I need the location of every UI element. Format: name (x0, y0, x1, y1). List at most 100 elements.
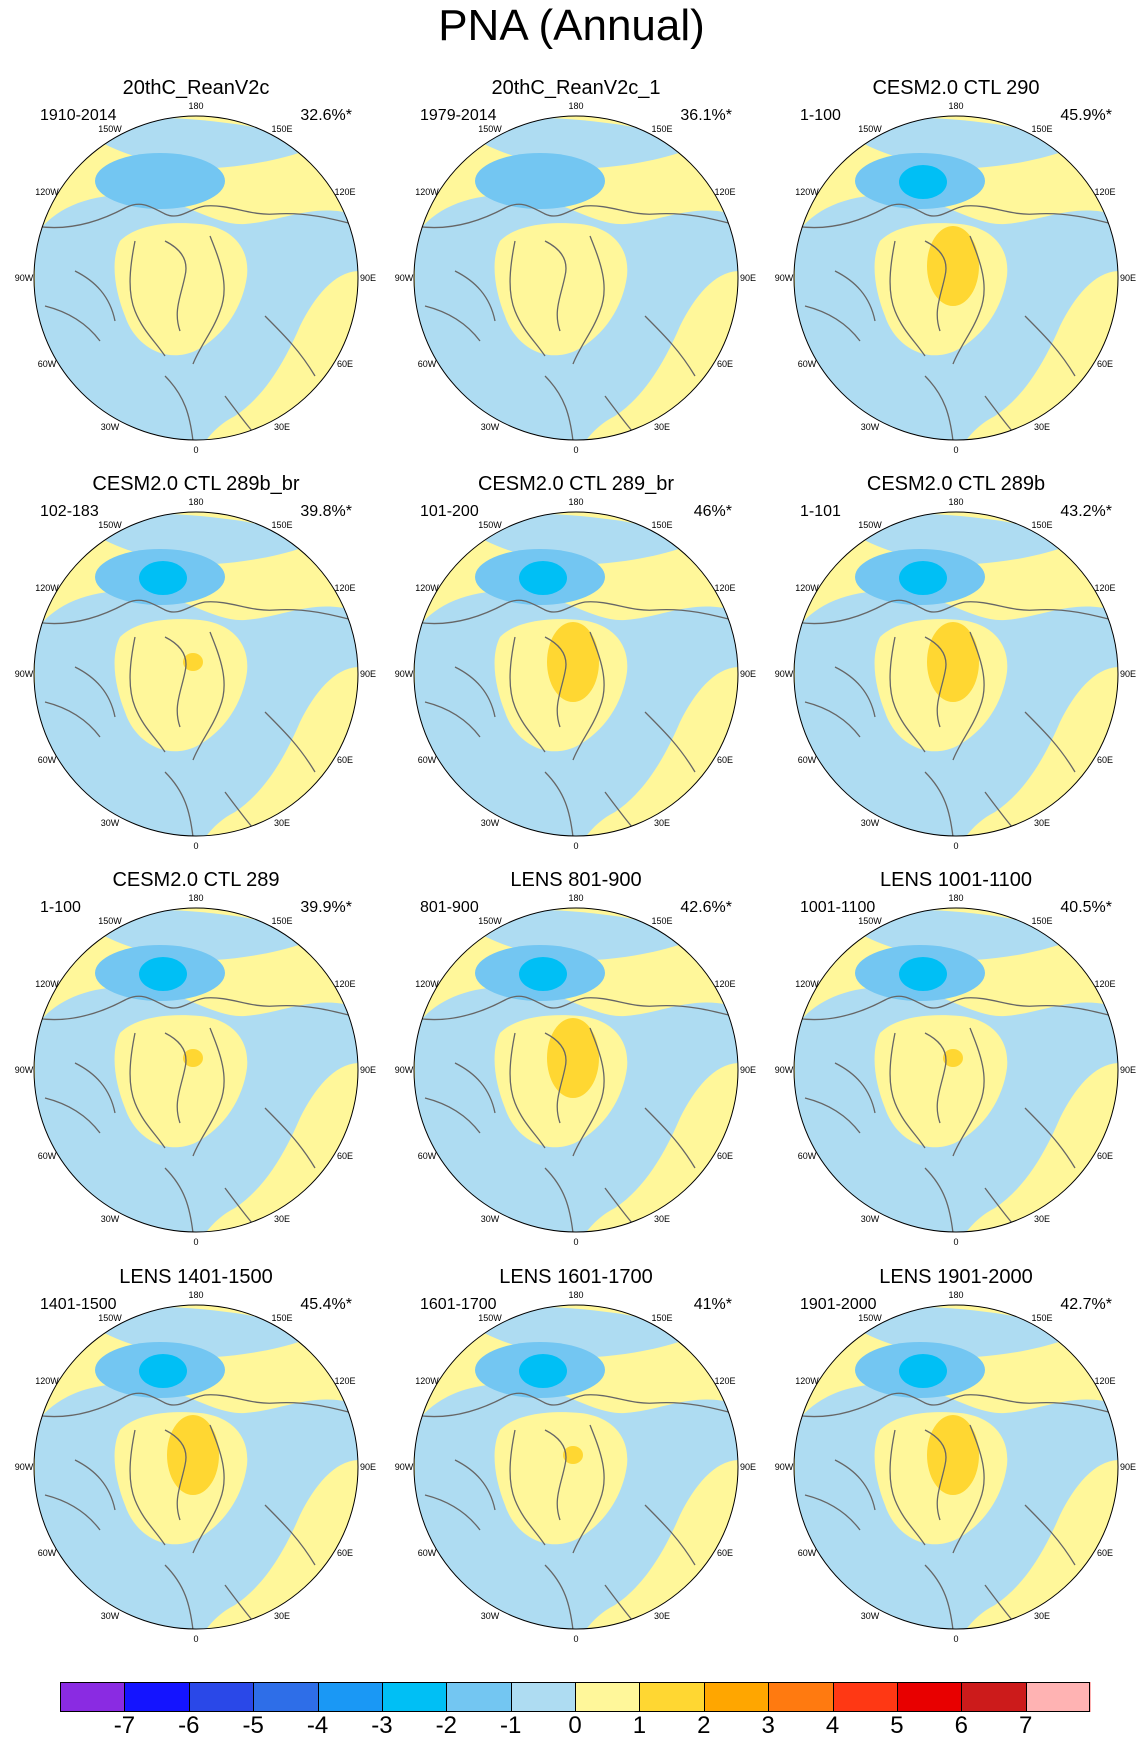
longitude-label: 120W (35, 1376, 59, 1386)
coastline (794, 599, 1118, 836)
longitude-label: 60W (418, 1151, 437, 1161)
longitude-label: 150E (1031, 916, 1052, 926)
longitude-label: 30E (274, 818, 290, 828)
longitude-label: 0 (953, 445, 958, 455)
longitude-label: 150E (651, 916, 672, 926)
coastline (414, 203, 738, 440)
colorbar-tick-label: 4 (825, 1712, 840, 1739)
longitude-label: 30E (654, 422, 670, 432)
map-border (33, 115, 359, 441)
longitude-label: 120E (334, 1376, 355, 1386)
colorbar-cell (317, 1682, 383, 1712)
longitude-label: 180 (188, 1290, 203, 1300)
longitude-label: 90W (775, 1065, 794, 1075)
colorbar-tick-label: -5 (242, 1712, 264, 1739)
panel-explained-variance: 45.4%* (300, 1296, 352, 1313)
longitude-label: 90W (15, 1462, 34, 1472)
panel-title: LENS 1901-2000 (879, 1266, 1033, 1288)
positive-anomaly-region (114, 223, 248, 356)
negative-anomaly-region (455, 1306, 685, 1357)
longitude-label: 60E (717, 755, 733, 765)
map-panel: CESM2.0 CTL 289b_br 102-183 39.8%* 180 150E 1… (15, 472, 377, 867)
longitude-label: 60W (798, 755, 817, 765)
panel-explained-variance: 39.8%* (300, 503, 352, 520)
longitude-label: 0 (573, 1634, 578, 1644)
longitude-label: 180 (568, 893, 583, 903)
panel-explained-variance: 46%* (693, 503, 732, 520)
longitude-label: 180 (188, 101, 203, 111)
map-border (793, 115, 1119, 441)
coastline (794, 995, 1118, 1232)
longitude-label: 120E (1094, 187, 1115, 197)
longitude-label: 60W (798, 1548, 817, 1558)
longitude-label: 120E (334, 187, 355, 197)
longitude-label: 90W (395, 1462, 414, 1472)
negative-anomaly-core (95, 153, 225, 209)
longitude-label: 120W (35, 583, 59, 593)
polar-map: 180 150E 120E 90E 60E 30E 0 30W 60W 90W 120W 150W (775, 1290, 1136, 1644)
longitude-label: 30W (101, 422, 120, 432)
colorbar-tick-label: 3 (761, 1712, 775, 1739)
colorbar-cell (1025, 1682, 1091, 1712)
longitude-label: 150E (1031, 1313, 1052, 1323)
longitude-label: 60W (798, 359, 817, 369)
longitude-label: 180 (948, 1290, 963, 1300)
colorbar-cell (510, 1682, 576, 1712)
positive-anomaly-max (547, 1018, 599, 1098)
map-border (33, 1304, 359, 1630)
longitude-label: 90E (740, 669, 756, 679)
panel-explained-variance: 32.6%* (300, 107, 352, 124)
positive-anomaly-max (943, 1049, 963, 1067)
longitude-label: 60W (38, 1548, 57, 1558)
map-panel: LENS 1601-1700 1601-1700 41%* 180 150E 120E 90… (395, 1265, 757, 1660)
panel-title: 20thC_ReanV2c (122, 77, 270, 99)
negative-anomaly-region (835, 117, 1065, 168)
longitude-label: 120E (714, 1376, 735, 1386)
colorbar (60, 1682, 1091, 1712)
longitude-label: 30W (101, 818, 120, 828)
negative-anomaly-max (139, 1354, 187, 1388)
longitude-label: 90E (1120, 273, 1136, 283)
longitude-label: 30E (1034, 1611, 1050, 1621)
longitude-label: 0 (953, 1634, 958, 1644)
negative-anomaly-max (519, 561, 567, 595)
longitude-label: 30W (101, 1611, 120, 1621)
longitude-label: 150W (98, 1313, 122, 1323)
longitude-label: 60E (337, 359, 353, 369)
longitude-label: 30E (1034, 422, 1050, 432)
polar-map: 180 150E 120E 90E 60E 30E 0 30W 60W 90W 120W 150W (395, 101, 756, 455)
positive-anomaly-region (114, 619, 248, 752)
map-panel: 20thC_ReanV2c 1910-2014 32.6%* 180 150E 120E 9… (15, 76, 377, 471)
panel-years: 1-101 (800, 503, 841, 520)
colorbar-cell (188, 1682, 254, 1712)
longitude-label: 0 (193, 841, 198, 851)
coastline (794, 1392, 1118, 1629)
longitude-label: 180 (948, 497, 963, 507)
longitude-label: 150E (651, 520, 672, 530)
page-title: PNA (Annual) (438, 1, 705, 50)
colorbar-tick-label: 1 (632, 1712, 647, 1739)
colorbar-tick-label: -4 (306, 1712, 329, 1739)
map-border (413, 1304, 739, 1630)
map-border (793, 907, 1119, 1233)
longitude-label: 90W (15, 669, 34, 679)
longitude-label: 30W (861, 1611, 880, 1621)
positive-anomaly-max (183, 1049, 203, 1067)
polar-map: 180 150E 120E 90E 60E 30E 0 30W 60W 90W 120W 150W (15, 497, 376, 851)
polar-map: 180 150E 120E 90E 60E 30E 0 30W 60W 90W 120W 150W (775, 497, 1136, 851)
longitude-label: 90E (360, 273, 376, 283)
positive-anomaly-max (167, 1415, 219, 1495)
colorbar-tick-label: -1 (499, 1712, 522, 1739)
longitude-label: 150W (478, 916, 502, 926)
negative-anomaly-core (475, 153, 605, 209)
longitude-label: 150W (478, 520, 502, 530)
polar-map: 180 150E 120E 90E 60E 30E 0 30W 60W 90W 120W 150W (775, 101, 1136, 455)
panel-explained-variance: 42.7%* (1060, 1296, 1112, 1313)
longitude-label: 150W (858, 520, 882, 530)
longitude-label: 150E (271, 124, 292, 134)
longitude-label: 60W (798, 1151, 817, 1161)
longitude-label: 90E (1120, 1462, 1136, 1472)
longitude-label: 90E (740, 273, 756, 283)
colorbar-tick-label: 2 (697, 1712, 711, 1739)
panel-explained-variance: 42.6%* (680, 899, 732, 916)
